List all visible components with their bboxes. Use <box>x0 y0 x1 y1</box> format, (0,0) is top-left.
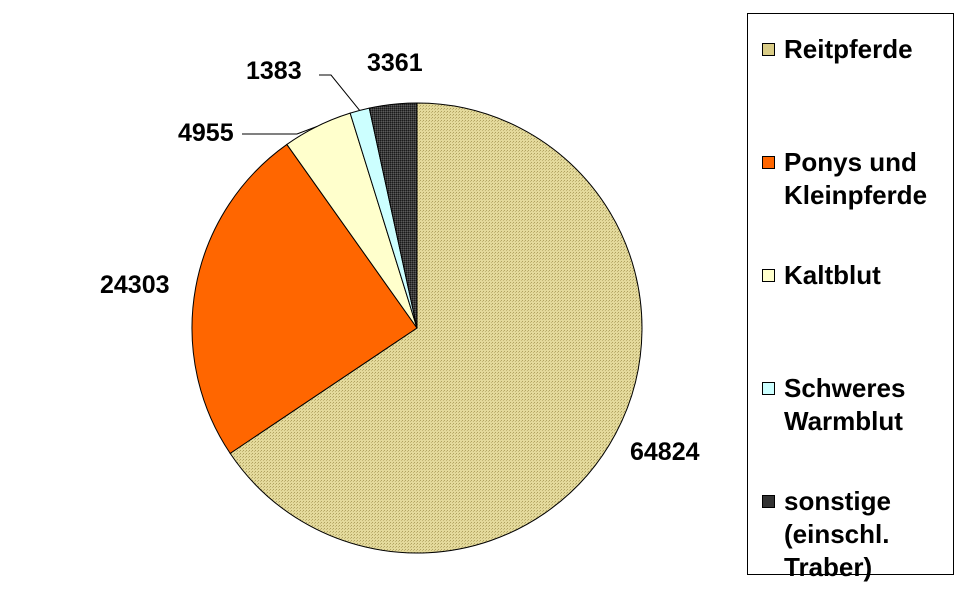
data-label-sonstige: 3361 <box>367 49 423 77</box>
legend-label-schweres-warmblut: Schweres Warmblut <box>784 373 906 436</box>
legend-swatch-kaltblut <box>762 269 775 282</box>
legend-swatch-reitpferde <box>762 43 775 56</box>
data-label-kaltblut: 4955 <box>178 119 234 147</box>
pie-slice-reitpferde <box>229 102 643 554</box>
legend-swatch-ponys <box>762 156 775 169</box>
legend-label-sonstige: sonstige (einschl. Traber) <box>784 486 891 582</box>
legend-swatch-sonstige <box>762 495 775 508</box>
legend-label-reitpferde: Reitpferde <box>784 34 913 64</box>
pie-slice-ponys <box>191 143 418 455</box>
data-label-schweres-warmblut: 1383 <box>246 57 302 85</box>
pie-slice-sonstige <box>368 102 418 329</box>
leader-line-kaltblut <box>242 125 318 135</box>
legend-label-kaltblut: Kaltblut <box>784 260 881 290</box>
data-label-reitpferde: 64824 <box>630 438 700 466</box>
legend-label-ponys: Ponys und Kleinpferde <box>784 147 928 210</box>
leader-line-schweres-warmblut <box>319 74 361 111</box>
legend: Reitpferde Ponys und Kleinpferde Kaltblut S… <box>747 13 954 582</box>
data-label-ponys: 24303 <box>100 271 170 299</box>
legend-swatch-schweres-warmblut <box>762 382 775 395</box>
